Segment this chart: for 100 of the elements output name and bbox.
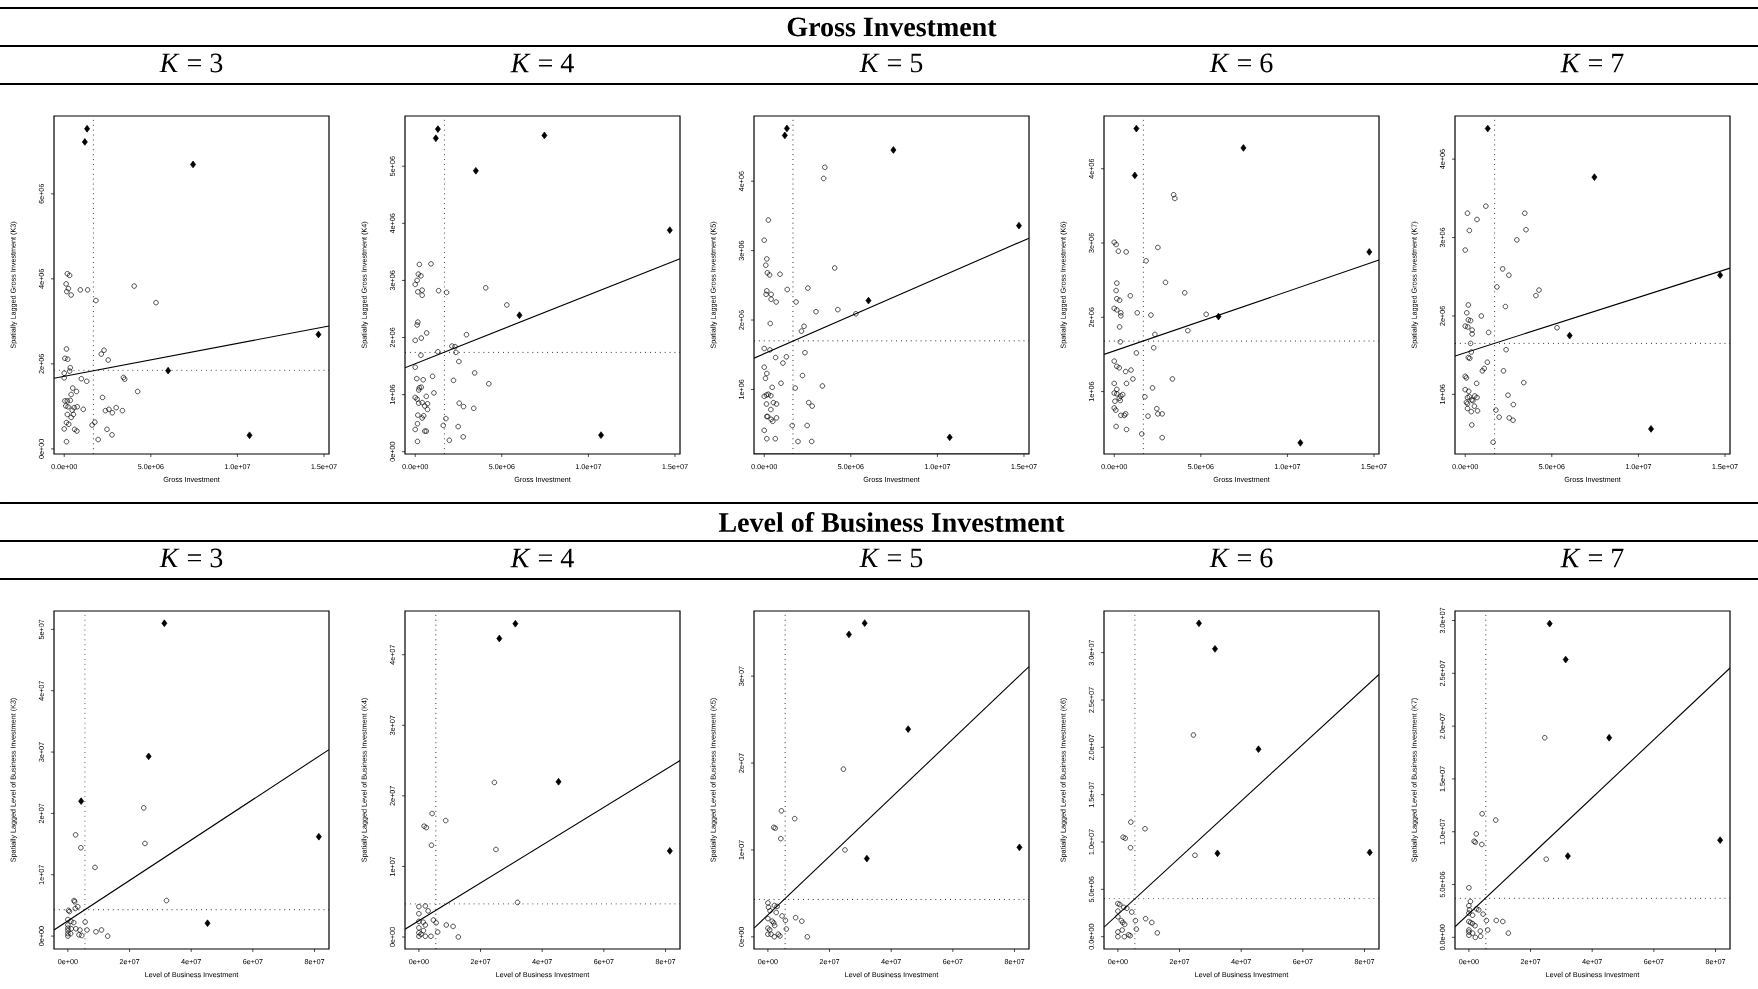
point bbox=[428, 261, 434, 267]
point bbox=[1297, 439, 1304, 447]
point bbox=[1480, 911, 1486, 917]
point bbox=[416, 400, 422, 406]
point bbox=[1484, 359, 1491, 365]
point bbox=[424, 401, 431, 407]
point bbox=[77, 287, 83, 293]
point bbox=[1115, 248, 1122, 254]
point bbox=[435, 349, 441, 355]
point bbox=[104, 933, 111, 939]
point bbox=[772, 922, 778, 929]
point bbox=[1476, 907, 1482, 913]
point bbox=[315, 330, 322, 339]
chart-title: K = 4 bbox=[510, 53, 574, 73]
point bbox=[450, 923, 456, 930]
point bbox=[778, 380, 784, 386]
point bbox=[424, 330, 430, 336]
point bbox=[1503, 347, 1509, 353]
point bbox=[93, 929, 99, 935]
point bbox=[414, 421, 421, 427]
point bbox=[1127, 293, 1133, 299]
point bbox=[1154, 930, 1160, 936]
point bbox=[809, 438, 815, 445]
point bbox=[84, 378, 90, 384]
point bbox=[1466, 907, 1473, 913]
point bbox=[1116, 324, 1123, 330]
point bbox=[1366, 848, 1373, 857]
point bbox=[804, 934, 810, 940]
point bbox=[67, 365, 73, 371]
point bbox=[1479, 811, 1485, 817]
point bbox=[106, 406, 112, 412]
point bbox=[905, 725, 912, 733]
point bbox=[141, 805, 147, 811]
point bbox=[416, 911, 422, 917]
point bbox=[1111, 358, 1117, 364]
point bbox=[1172, 195, 1178, 202]
chart-title: K = 3 bbox=[159, 548, 223, 568]
point bbox=[1464, 210, 1471, 216]
point bbox=[456, 358, 462, 365]
point bbox=[782, 917, 789, 923]
point bbox=[435, 125, 441, 133]
point bbox=[765, 217, 772, 223]
point bbox=[496, 634, 503, 643]
point bbox=[68, 292, 74, 298]
point bbox=[1016, 843, 1023, 852]
point bbox=[430, 917, 437, 923]
point bbox=[1133, 926, 1140, 932]
point bbox=[68, 414, 74, 421]
point bbox=[1466, 903, 1472, 909]
point bbox=[204, 919, 211, 927]
point bbox=[72, 832, 79, 838]
point bbox=[1113, 423, 1119, 430]
point bbox=[1474, 408, 1481, 414]
point bbox=[762, 375, 769, 381]
point bbox=[1510, 417, 1516, 423]
point bbox=[946, 433, 953, 442]
point bbox=[1115, 929, 1121, 935]
point bbox=[78, 845, 84, 851]
point bbox=[768, 291, 774, 297]
point bbox=[109, 410, 116, 416]
point bbox=[1159, 434, 1165, 441]
point bbox=[420, 927, 427, 934]
point bbox=[1152, 331, 1158, 338]
point bbox=[1128, 367, 1134, 373]
point bbox=[1546, 619, 1553, 628]
point bbox=[793, 299, 799, 305]
point bbox=[423, 393, 429, 399]
point bbox=[764, 436, 770, 442]
point bbox=[1111, 305, 1117, 312]
point bbox=[1149, 919, 1155, 926]
point bbox=[65, 285, 72, 292]
point bbox=[1143, 258, 1149, 264]
point bbox=[62, 355, 68, 361]
point bbox=[78, 797, 85, 805]
point bbox=[1505, 930, 1511, 936]
point bbox=[428, 842, 435, 848]
point bbox=[805, 285, 811, 291]
point bbox=[820, 175, 827, 182]
point bbox=[1485, 329, 1492, 336]
point bbox=[440, 422, 446, 429]
point bbox=[773, 354, 779, 361]
point bbox=[65, 356, 71, 362]
point bbox=[84, 927, 90, 933]
point bbox=[455, 423, 461, 430]
point bbox=[119, 407, 126, 414]
point bbox=[429, 810, 435, 817]
point bbox=[443, 922, 449, 928]
point bbox=[68, 391, 74, 398]
point bbox=[80, 406, 86, 412]
point bbox=[1606, 733, 1613, 742]
point bbox=[767, 908, 773, 914]
point bbox=[61, 426, 67, 432]
point bbox=[422, 403, 428, 409]
point bbox=[764, 270, 770, 276]
point bbox=[767, 320, 773, 327]
point bbox=[425, 908, 431, 914]
point bbox=[460, 434, 466, 440]
point bbox=[771, 902, 778, 909]
point bbox=[1255, 745, 1262, 753]
point bbox=[63, 439, 70, 445]
